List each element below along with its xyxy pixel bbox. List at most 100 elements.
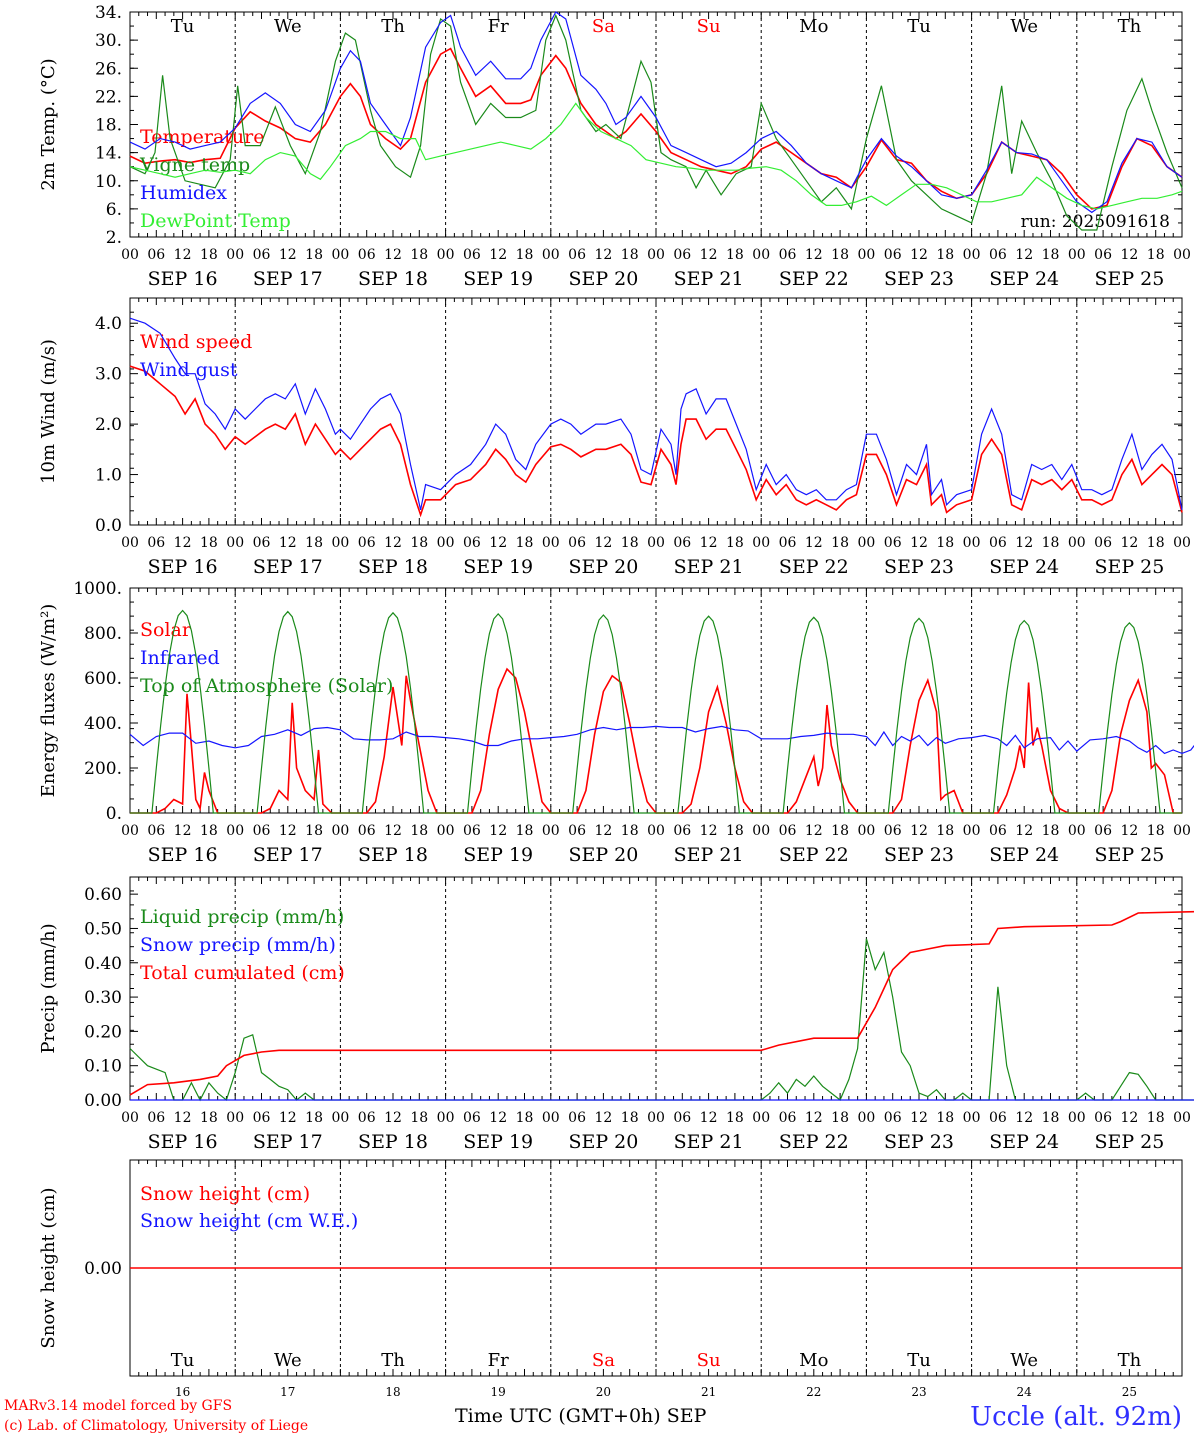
y-tick-label: 400.	[84, 714, 122, 734]
hour-tick-label: 06	[568, 823, 586, 839]
date-label: SEP 16	[148, 844, 218, 866]
hour-tick-label: 00	[647, 823, 665, 839]
date-label: SEP 16	[148, 556, 218, 578]
day-number-label: 17	[280, 1385, 295, 1399]
date-label: SEP 17	[253, 1131, 323, 1153]
legend-humidex: Humidex	[140, 182, 227, 204]
hour-tick-label: 12	[174, 247, 192, 263]
weekday-label: Tu	[171, 16, 195, 37]
hour-tick-label: 00	[963, 823, 981, 839]
hour-tick-label: 00	[963, 247, 981, 263]
weekday-label: Mo	[799, 1350, 828, 1371]
day-number-label: 19	[491, 1385, 506, 1399]
weekday-label: Su	[697, 1350, 721, 1371]
hour-tick-label: 06	[779, 1110, 797, 1126]
weekday-label: We	[1010, 16, 1038, 37]
hour-tick-label: 12	[700, 247, 718, 263]
date-label: SEP 21	[674, 844, 744, 866]
hour-tick-label: 00	[1173, 247, 1191, 263]
hour-tick-label: 00	[1068, 247, 1086, 263]
hour-tick-label: 06	[358, 535, 376, 551]
hour-tick-label: 00	[752, 823, 770, 839]
date-label: SEP 18	[358, 1131, 428, 1153]
hour-tick-label: 12	[279, 823, 297, 839]
hour-tick-label: 06	[147, 535, 165, 551]
hour-tick-label: 18	[726, 1110, 744, 1126]
date-label: SEP 22	[779, 268, 849, 290]
date-label: SEP 22	[779, 556, 849, 578]
legend-wind-speed: Wind speed	[140, 331, 252, 353]
y-tick-label: 10.	[95, 172, 122, 192]
hour-tick-label: 12	[910, 247, 928, 263]
date-label: SEP 21	[674, 1131, 744, 1153]
hour-tick-label: 06	[463, 823, 481, 839]
series-line-infrared	[129, 725, 1194, 755]
hour-tick-label: 00	[963, 535, 981, 551]
hour-tick-label: 12	[594, 535, 612, 551]
y-tick-label: 1.0	[95, 466, 122, 486]
date-label: SEP 23	[884, 268, 954, 290]
date-label: SEP 17	[253, 556, 323, 578]
hour-tick-label: 00	[542, 247, 560, 263]
y-axis-title: Precip (mm/h)	[38, 923, 59, 1053]
hour-tick-label: 06	[253, 535, 271, 551]
date-label: SEP 18	[358, 844, 428, 866]
y-tick-label: 22.	[95, 87, 122, 107]
y-axis-title: 10m Wind (m/s)	[38, 339, 59, 484]
hour-tick-label: 06	[253, 247, 271, 263]
hour-tick-label: 06	[253, 823, 271, 839]
date-label: SEP 25	[1094, 844, 1164, 866]
y-tick-label: 0.50	[84, 919, 122, 939]
date-label: SEP 25	[1094, 556, 1164, 578]
hour-tick-label: 00	[542, 535, 560, 551]
legend-infrared: Infrared	[140, 647, 220, 669]
hour-tick-label: 00	[121, 247, 139, 263]
hour-tick-label: 18	[200, 247, 218, 263]
hour-tick-label: 12	[279, 247, 297, 263]
hour-tick-label: 06	[989, 823, 1007, 839]
hour-tick-label: 06	[989, 1110, 1007, 1126]
hour-tick-label: 06	[989, 247, 1007, 263]
hour-tick-label: 18	[305, 247, 323, 263]
y-tick-label: 3.0	[95, 365, 122, 385]
hour-tick-label: 18	[1042, 535, 1060, 551]
date-label: SEP 22	[779, 1131, 849, 1153]
hour-tick-label: 12	[174, 1110, 192, 1126]
hour-tick-label: 00	[647, 535, 665, 551]
hour-tick-label: 00	[226, 535, 244, 551]
hour-tick-label: 12	[805, 823, 823, 839]
y-tick-label: 0.60	[84, 885, 122, 905]
hour-tick-label: 06	[147, 247, 165, 263]
hour-tick-label: 06	[253, 1110, 271, 1126]
hour-tick-label: 06	[884, 1110, 902, 1126]
hour-tick-label: 06	[673, 535, 691, 551]
hour-tick-label: 12	[805, 247, 823, 263]
hour-tick-label: 06	[779, 247, 797, 263]
hour-tick-label: 18	[516, 535, 534, 551]
y-tick-label: 800.	[84, 624, 122, 644]
hour-tick-label: 12	[279, 535, 297, 551]
hour-tick-label: 00	[226, 1110, 244, 1126]
hour-tick-label: 00	[437, 535, 455, 551]
hour-tick-label: 00	[121, 535, 139, 551]
plot-frame	[129, 587, 1183, 814]
legend-temperature: Temperature	[140, 126, 264, 148]
series-line-humidex	[129, 11, 1183, 214]
legend-vigne-temp: Vigne temp	[139, 154, 250, 176]
hour-tick-label: 18	[1147, 247, 1165, 263]
date-label: SEP 19	[463, 844, 533, 866]
hour-tick-label: 00	[331, 1110, 349, 1126]
hour-tick-label: 12	[1120, 535, 1138, 551]
hour-tick-label: 18	[1147, 1110, 1165, 1126]
hour-tick-label: 06	[358, 823, 376, 839]
hour-tick-label: 06	[1094, 823, 1112, 839]
hour-tick-label: 06	[463, 535, 481, 551]
hour-tick-label: 12	[1120, 1110, 1138, 1126]
hour-tick-label: 12	[910, 823, 928, 839]
y-tick-label: 2.	[106, 228, 122, 248]
y-tick-label: 14.	[95, 144, 122, 164]
legend-wind-gust: Wind gust	[140, 359, 238, 381]
series-line-total-cumulated-cm-	[129, 910, 1194, 1096]
y-tick-label: 0.	[106, 804, 122, 824]
hour-tick-label: 00	[1173, 535, 1191, 551]
